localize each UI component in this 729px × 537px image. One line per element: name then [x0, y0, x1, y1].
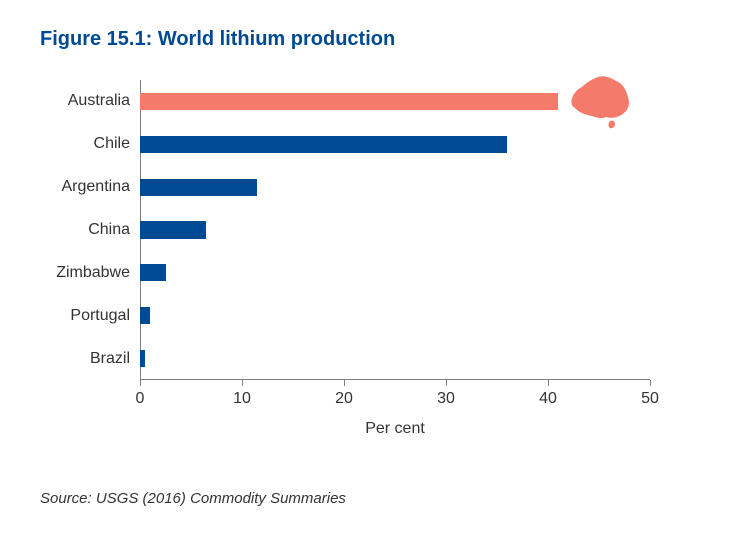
figure-container: Figure 15.1: World lithium production Au…	[0, 0, 729, 537]
bar	[140, 264, 166, 281]
x-tick-label: 10	[233, 390, 251, 408]
chart-title: Figure 15.1: World lithium production	[40, 28, 395, 51]
bar	[140, 93, 558, 110]
x-tick	[140, 380, 141, 386]
x-tick-label: 30	[437, 390, 455, 408]
x-axis-title: Per cent	[365, 420, 425, 438]
x-tick-label: 40	[539, 390, 557, 408]
x-tick-label: 20	[335, 390, 353, 408]
x-tick	[242, 380, 243, 386]
australia-map-icon	[564, 69, 636, 138]
y-category-label: Chile	[94, 135, 130, 153]
x-tick	[344, 380, 345, 386]
source-text: Source: USGS (2016) Commodity Summaries	[40, 490, 346, 507]
bar	[140, 136, 507, 153]
x-tick-label: 50	[641, 390, 659, 408]
y-category-label: China	[88, 221, 130, 239]
x-tick	[650, 380, 651, 386]
bar	[140, 307, 150, 324]
y-category-label: Portugal	[70, 307, 130, 325]
bar	[140, 179, 257, 196]
x-tick	[446, 380, 447, 386]
y-category-label: Australia	[68, 92, 130, 110]
plot-area: AustraliaChileArgentinaChinaZimbabwePort…	[140, 80, 650, 380]
y-category-label: Argentina	[62, 178, 131, 196]
bar	[140, 221, 206, 238]
x-tick-label: 0	[136, 390, 145, 408]
bar	[140, 350, 145, 367]
y-category-label: Brazil	[90, 350, 130, 368]
x-tick	[548, 380, 549, 386]
x-axis-line	[140, 379, 650, 380]
y-category-label: Zimbabwe	[56, 264, 130, 282]
